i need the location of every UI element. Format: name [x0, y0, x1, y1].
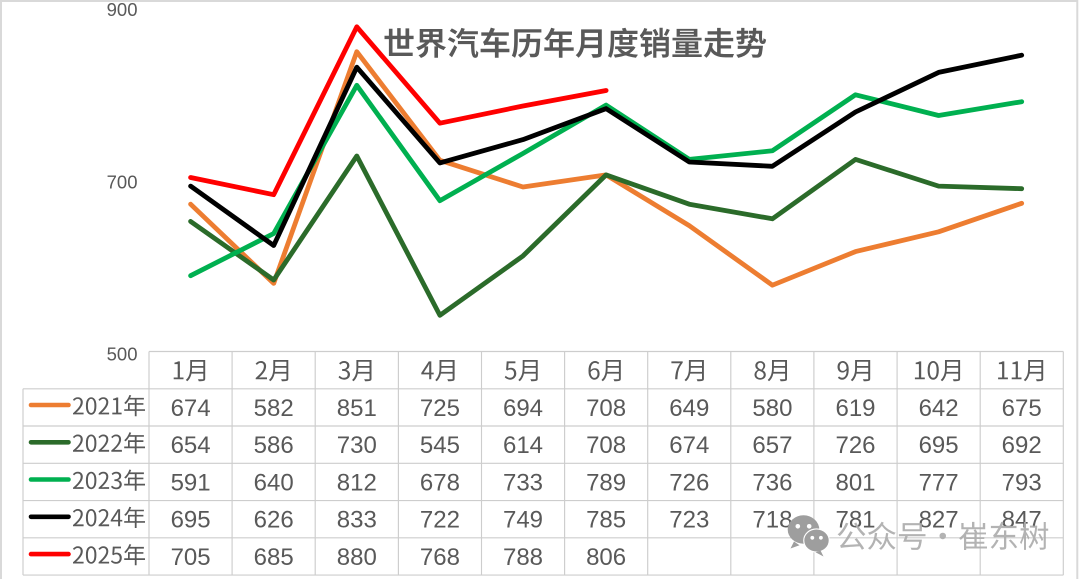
- svg-text:806: 806: [586, 544, 626, 571]
- svg-text:619: 619: [835, 395, 875, 422]
- svg-text:722: 722: [420, 507, 460, 534]
- svg-text:880: 880: [337, 544, 377, 571]
- svg-text:705: 705: [171, 544, 211, 571]
- svg-text:777: 777: [919, 469, 959, 496]
- svg-text:801: 801: [835, 469, 875, 496]
- svg-text:614: 614: [503, 432, 543, 459]
- svg-text:733: 733: [503, 469, 543, 496]
- svg-text:692: 692: [1002, 432, 1042, 459]
- svg-text:730: 730: [337, 432, 377, 459]
- svg-text:591: 591: [171, 469, 211, 496]
- svg-text:785: 785: [586, 507, 626, 534]
- svg-text:674: 674: [171, 395, 211, 422]
- svg-text:545: 545: [420, 432, 460, 459]
- svg-text:768: 768: [420, 544, 460, 571]
- svg-text:900: 900: [107, 0, 138, 20]
- svg-text:793: 793: [1002, 469, 1042, 496]
- svg-text:788: 788: [503, 544, 543, 571]
- svg-text:657: 657: [752, 432, 792, 459]
- svg-text:685: 685: [254, 544, 294, 571]
- svg-text:586: 586: [254, 432, 294, 459]
- svg-text:678: 678: [420, 469, 460, 496]
- svg-text:675: 675: [1002, 395, 1042, 422]
- svg-text:500: 500: [107, 344, 138, 365]
- svg-text:708: 708: [586, 432, 626, 459]
- svg-text:723: 723: [669, 507, 709, 534]
- svg-text:640: 640: [254, 469, 294, 496]
- svg-text:580: 580: [752, 395, 792, 422]
- svg-text:781: 781: [835, 507, 875, 534]
- svg-text:833: 833: [337, 507, 377, 534]
- svg-text:736: 736: [752, 469, 792, 496]
- svg-text:718: 718: [752, 507, 792, 534]
- svg-text:694: 694: [503, 395, 543, 422]
- svg-text:642: 642: [919, 395, 959, 422]
- svg-text:726: 726: [835, 432, 875, 459]
- svg-text:708: 708: [586, 395, 626, 422]
- svg-text:789: 789: [586, 469, 626, 496]
- svg-text:851: 851: [337, 395, 377, 422]
- svg-text:626: 626: [254, 507, 294, 534]
- svg-text:695: 695: [919, 432, 959, 459]
- svg-text:582: 582: [254, 395, 294, 422]
- svg-text:726: 726: [669, 469, 709, 496]
- svg-text:725: 725: [420, 395, 460, 422]
- svg-text:749: 749: [503, 507, 543, 534]
- svg-text:649: 649: [669, 395, 709, 422]
- svg-text:827: 827: [919, 507, 959, 534]
- svg-text:812: 812: [337, 469, 377, 496]
- svg-text:700: 700: [107, 171, 138, 192]
- svg-text:674: 674: [669, 432, 709, 459]
- svg-text:695: 695: [171, 507, 211, 534]
- svg-text:654: 654: [171, 432, 211, 459]
